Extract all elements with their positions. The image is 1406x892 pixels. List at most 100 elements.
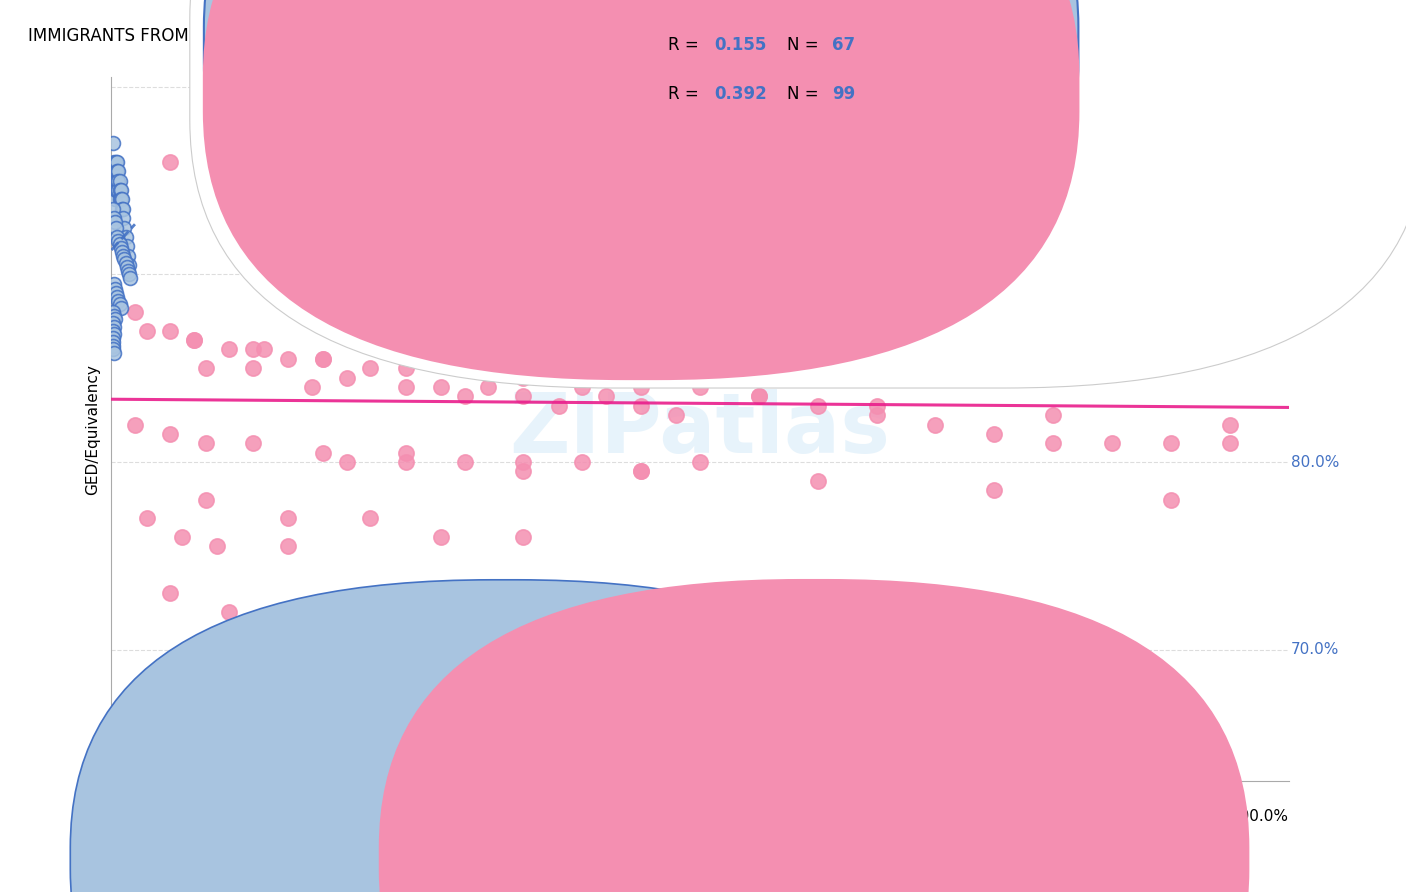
Text: 100.0%: 100.0% xyxy=(1230,809,1289,824)
Point xyxy=(101,316,124,330)
Point xyxy=(336,455,359,469)
Point xyxy=(301,380,323,394)
Point xyxy=(1160,492,1182,507)
Point xyxy=(430,530,453,544)
Point xyxy=(101,343,124,357)
Text: 100.0%: 100.0% xyxy=(1291,79,1348,95)
Point xyxy=(170,530,193,544)
Point xyxy=(117,263,139,277)
Point xyxy=(118,268,141,282)
Point xyxy=(1278,98,1301,112)
Point xyxy=(395,361,418,376)
Point xyxy=(101,324,124,338)
Point xyxy=(395,277,418,291)
Point xyxy=(336,633,359,648)
Point xyxy=(105,183,128,197)
Point xyxy=(101,136,124,150)
Point xyxy=(453,455,475,469)
Point xyxy=(107,234,129,248)
Point xyxy=(277,249,299,263)
Point xyxy=(218,173,240,187)
Point xyxy=(512,370,534,384)
Point xyxy=(159,586,181,600)
Point xyxy=(312,351,335,366)
Point xyxy=(135,324,157,338)
Point xyxy=(103,211,125,226)
Point xyxy=(108,237,131,252)
Point xyxy=(115,239,138,253)
Point xyxy=(105,220,128,235)
Point xyxy=(194,436,217,450)
Point xyxy=(103,154,125,169)
Point xyxy=(114,230,136,244)
Point xyxy=(105,173,128,187)
Point xyxy=(194,361,217,376)
Point xyxy=(105,154,128,169)
Point xyxy=(183,333,205,347)
Point xyxy=(277,351,299,366)
Point xyxy=(107,293,129,308)
Point xyxy=(1101,436,1123,450)
Point xyxy=(1160,436,1182,450)
Point xyxy=(359,361,381,376)
Point xyxy=(105,183,128,197)
Point xyxy=(547,399,569,413)
Text: 0.392: 0.392 xyxy=(714,85,768,103)
Point xyxy=(430,268,453,282)
Point xyxy=(218,605,240,619)
Text: 90.0%: 90.0% xyxy=(1291,267,1340,282)
Point xyxy=(104,282,127,296)
Point xyxy=(865,661,887,675)
Point xyxy=(359,258,381,272)
Point xyxy=(571,455,593,469)
Point xyxy=(1219,417,1241,432)
Point xyxy=(105,230,128,244)
Point xyxy=(630,305,652,319)
Text: R =: R = xyxy=(668,85,704,103)
Point xyxy=(107,183,129,197)
Point xyxy=(571,380,593,394)
Point xyxy=(242,343,264,357)
Point xyxy=(117,249,139,263)
Point xyxy=(453,642,475,657)
Point xyxy=(595,295,617,310)
Point xyxy=(689,380,711,394)
Text: 70.0%: 70.0% xyxy=(1291,642,1340,657)
Point xyxy=(207,540,229,554)
Point xyxy=(453,295,475,310)
Text: 99: 99 xyxy=(832,85,856,103)
Point xyxy=(108,297,131,311)
Point xyxy=(242,361,264,376)
Point xyxy=(277,540,299,554)
Point xyxy=(103,277,125,291)
Point xyxy=(101,331,124,345)
Text: Scotch-Irish: Scotch-Irish xyxy=(835,852,925,866)
Point xyxy=(512,530,534,544)
Point xyxy=(108,193,131,207)
Point xyxy=(395,380,418,394)
Point xyxy=(103,309,125,323)
Point xyxy=(103,327,125,342)
Point xyxy=(159,324,181,338)
Point xyxy=(630,380,652,394)
Point xyxy=(104,173,127,187)
Point xyxy=(104,193,127,207)
Point xyxy=(1219,436,1241,450)
Point xyxy=(665,408,688,422)
Point xyxy=(924,417,946,432)
Point xyxy=(105,164,128,178)
Point xyxy=(571,314,593,328)
Point xyxy=(194,492,217,507)
Point xyxy=(183,333,205,347)
Point xyxy=(108,183,131,197)
Point xyxy=(453,389,475,403)
Point xyxy=(104,215,127,229)
Point xyxy=(748,389,770,403)
Point xyxy=(242,436,264,450)
Point xyxy=(1042,408,1064,422)
Point xyxy=(115,260,138,274)
Point xyxy=(218,343,240,357)
Point xyxy=(547,286,569,301)
Point xyxy=(105,164,128,178)
Point xyxy=(512,389,534,403)
